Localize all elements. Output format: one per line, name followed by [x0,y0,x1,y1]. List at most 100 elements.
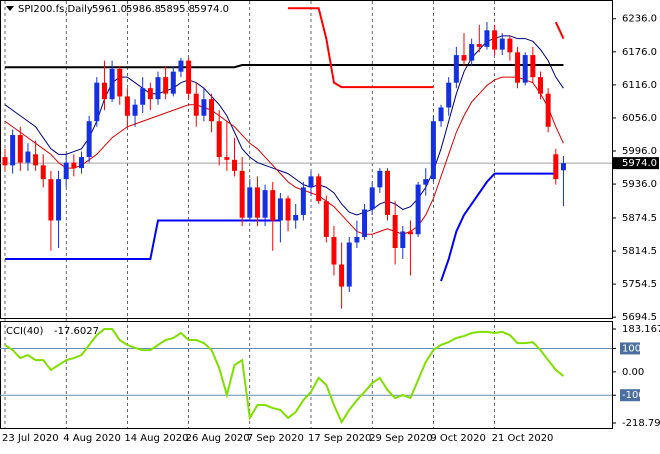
candle-body [239,170,245,218]
candle-body [25,151,31,163]
candle-body [538,77,543,94]
ohlc-low: 5895.8 [160,4,195,15]
candle-body [331,236,337,265]
candle-body [94,82,100,122]
candle-body [492,30,498,50]
candle-body [109,68,115,100]
y-tick-label: 5996.0 [622,146,657,157]
candle-body [507,38,513,53]
candle-body [63,162,69,180]
candle-body [216,121,222,158]
y-tick-label: 6116.0 [622,80,657,91]
menu-arrow[interactable] [6,6,14,11]
cci-value: -17.6027 [54,326,99,337]
candle-body [545,93,551,127]
y-tick-label: 6236.0 [622,14,657,25]
x-tick-label: 29 Sep 2020 [369,433,432,444]
candle-body [407,231,413,235]
ohlc-high: 5986.8 [126,4,161,15]
candle-body [530,55,536,78]
ohlc-open: 5961.0 [92,4,127,15]
candle-body [553,154,559,180]
cci-frame [0,321,613,429]
indicator-line [5,64,564,69]
candle-body [285,198,291,221]
candle-body [86,121,92,158]
candle-body [117,68,123,97]
indicator-line [4,76,564,235]
candle-body [155,77,161,100]
x-tick-label: 21 Oct 2020 [492,433,554,444]
candle-body [499,38,505,50]
candle-body [522,55,528,83]
current-price-label: 5974.0 [622,158,657,169]
candle-body [346,242,352,287]
candle-body [415,184,421,235]
symbol-label: SPI200.fs,Daily [18,4,93,15]
candle-body [300,187,306,215]
candle-body [323,201,329,237]
candle-body [10,135,16,166]
cci-line [4,328,565,425]
candle-body [2,157,8,166]
candle-body [262,190,268,218]
indicator-line [288,7,565,89]
x-tick-label: 23 Jul 2020 [2,433,59,444]
candle-body [56,179,62,221]
x-tick-label: 4 Aug 2020 [63,433,121,444]
candle-body [308,176,314,188]
candle-body [163,77,169,94]
candle-body [423,179,429,185]
candle-body [515,52,521,83]
candle-body [201,99,207,116]
y-tick-label: 5694.5 [622,312,657,323]
candle-body [33,154,39,166]
candle-body [170,71,176,94]
candle-body [270,190,276,221]
candle-body [469,44,475,61]
price-frame [0,0,613,319]
candle-body [354,236,360,243]
candle-body [209,99,215,122]
y-tick-label: 0.00 [622,367,644,378]
indicator-line [5,172,556,282]
candle-body [369,187,375,210]
candle-body [132,104,138,116]
y-tick-label: 5814.5 [622,246,657,257]
y-tick-label: -218.799 [622,418,660,429]
ohlc-close: 5974.0 [194,4,229,15]
candle-body [193,93,199,116]
candle-body [362,209,368,237]
x-tick-label: 14 Aug 2020 [124,433,188,444]
candle-body [484,30,490,47]
candle-body [453,55,459,83]
candle-body [247,187,253,218]
y-tick-label: 5936.0 [622,179,657,190]
candle-body [293,214,299,221]
y-tick-label: 100 [622,343,641,354]
candle-body [385,170,390,215]
y-tick-label: 183.1673 [622,324,660,335]
candle-body [17,135,23,163]
candle-body [316,176,322,202]
candle-body [392,214,398,249]
candle-body [140,88,146,105]
candle-body [438,107,444,122]
candle-body [178,60,184,72]
candle-body [186,60,192,94]
y-tick-label: -100 [622,390,645,401]
candle-body [377,170,383,188]
x-tick-label: 7 Sep 2020 [247,433,304,444]
x-tick-label: 9 Oct 2020 [430,433,485,444]
level-label-box [620,389,640,402]
candle-body [560,163,566,171]
candle-body [232,159,237,171]
candle-body [254,187,260,218]
x-tick-label: 17 Sep 2020 [308,433,371,444]
candle-body [124,96,130,116]
candle-body [476,44,482,47]
y-tick-label: 5874.5 [622,213,657,224]
cci-name: CCI(40) [6,326,44,337]
y-tick-label: 6056.0 [622,113,657,124]
